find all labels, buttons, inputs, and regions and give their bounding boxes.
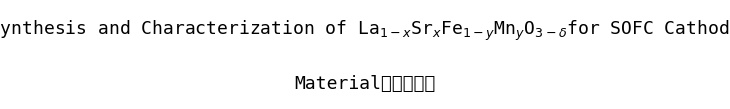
- Text: Synthesis and Characterization of La$_{1-x}$Sr$_{x}$Fe$_{1-y}$Mn$_{y}$O$_{3-\del: Synthesis and Characterization of La$_{1…: [0, 19, 730, 43]
- Text: Material。。。。。: Material。。。。。: [294, 75, 436, 93]
